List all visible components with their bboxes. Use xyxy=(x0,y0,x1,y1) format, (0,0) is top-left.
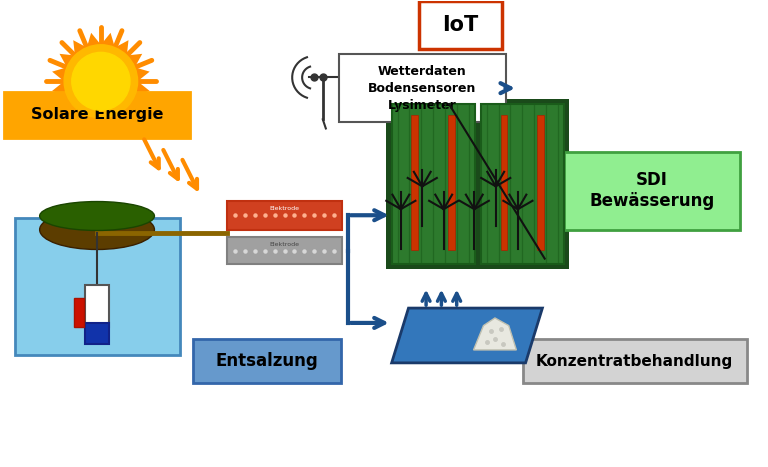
Ellipse shape xyxy=(40,210,154,249)
Text: Wetterdaten
Bodensensoren
Lysimeter: Wetterdaten Bodensensoren Lysimeter xyxy=(368,64,476,112)
Ellipse shape xyxy=(40,202,154,230)
FancyBboxPatch shape xyxy=(392,104,475,264)
FancyBboxPatch shape xyxy=(74,298,84,327)
FancyBboxPatch shape xyxy=(339,54,505,122)
Polygon shape xyxy=(127,95,142,109)
Polygon shape xyxy=(127,54,142,67)
Text: SDI
Bewässerung: SDI Bewässerung xyxy=(589,171,714,210)
FancyBboxPatch shape xyxy=(227,237,342,264)
FancyBboxPatch shape xyxy=(448,115,455,250)
Polygon shape xyxy=(101,115,115,130)
Polygon shape xyxy=(73,40,87,56)
Text: Konzentratbehandlung: Konzentratbehandlung xyxy=(536,354,733,369)
Text: Solare Energie: Solare Energie xyxy=(31,107,164,122)
Polygon shape xyxy=(87,33,101,48)
FancyBboxPatch shape xyxy=(537,115,544,250)
FancyBboxPatch shape xyxy=(386,99,569,269)
FancyBboxPatch shape xyxy=(412,115,419,250)
FancyBboxPatch shape xyxy=(564,152,740,230)
Circle shape xyxy=(65,45,137,118)
Circle shape xyxy=(71,52,130,110)
FancyBboxPatch shape xyxy=(501,115,508,250)
Polygon shape xyxy=(115,107,128,122)
Polygon shape xyxy=(52,81,67,95)
FancyBboxPatch shape xyxy=(84,285,109,327)
Text: IoT: IoT xyxy=(442,14,478,35)
Text: Entsalzung: Entsalzung xyxy=(216,352,319,370)
FancyBboxPatch shape xyxy=(419,0,502,49)
Polygon shape xyxy=(52,67,67,81)
Text: Elektrode: Elektrode xyxy=(270,206,300,211)
FancyBboxPatch shape xyxy=(194,340,341,383)
Polygon shape xyxy=(392,308,542,363)
FancyBboxPatch shape xyxy=(522,340,746,383)
Polygon shape xyxy=(59,54,75,67)
Polygon shape xyxy=(135,81,150,95)
Text: Elektrode: Elektrode xyxy=(270,242,300,247)
FancyBboxPatch shape xyxy=(84,323,109,344)
FancyBboxPatch shape xyxy=(5,92,190,138)
FancyBboxPatch shape xyxy=(15,218,180,355)
Polygon shape xyxy=(73,107,87,122)
Polygon shape xyxy=(87,115,101,130)
Polygon shape xyxy=(115,40,128,56)
Polygon shape xyxy=(59,95,75,109)
Polygon shape xyxy=(101,33,115,48)
FancyBboxPatch shape xyxy=(227,201,342,230)
Polygon shape xyxy=(474,318,516,350)
FancyBboxPatch shape xyxy=(481,104,564,264)
Polygon shape xyxy=(135,67,150,81)
